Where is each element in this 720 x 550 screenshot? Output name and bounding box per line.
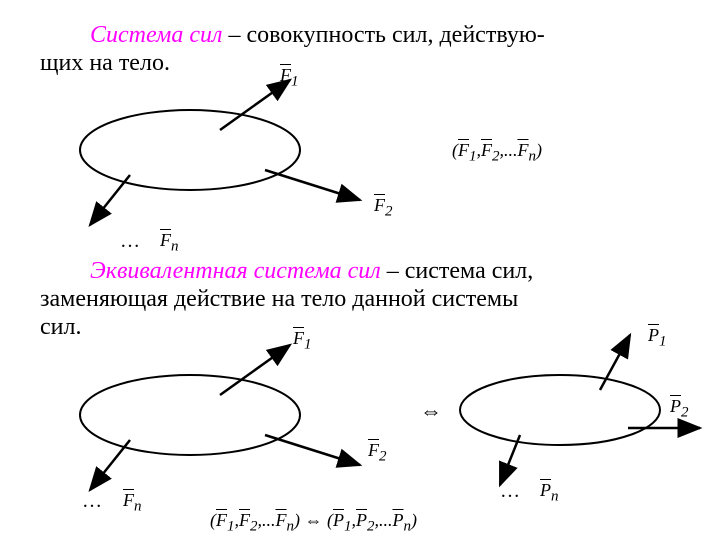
force-f2-arrow-2 (265, 435, 360, 465)
diagram1 (0, 0, 720, 250)
force-f2-arrow (265, 170, 360, 200)
body-ellipse-3 (460, 375, 660, 445)
force-pn-arrow (500, 435, 520, 485)
label-f1-d1: F1 (280, 65, 299, 91)
force-p1-arrow (600, 335, 630, 390)
para2-rest: – система сил, (381, 258, 533, 284)
para2-line1: Эквивалентная система сил – система сил, (90, 258, 533, 285)
label-fn-d1: Fn (160, 230, 179, 256)
label-f2-d1: F2 (374, 195, 393, 221)
label-p1: P1 (648, 325, 667, 351)
dots-d3: … (500, 480, 520, 503)
label-fn-d2: Fn (123, 490, 142, 516)
force-fn-arrow-2 (90, 440, 130, 490)
body-ellipse-1 (80, 110, 300, 190)
dots-d1: … (120, 230, 140, 253)
dots-d2: … (82, 490, 102, 513)
equiv-symbol: ⇔ (420, 398, 442, 424)
formula-equiv-tuples: (F1,F2,...Fn) ⇔ (P1,P2,...Pn) (210, 510, 417, 536)
force-f1-arrow-2 (220, 345, 290, 395)
term-ekvivalent: Эквивалентная система сил (90, 258, 381, 284)
label-pn: Pn (540, 480, 559, 506)
label-p2: P2 (670, 396, 689, 422)
label-f1-d2: F1 (293, 328, 312, 354)
label-f2-d2: F2 (368, 440, 387, 466)
formula-f-tuple-1: (F1,F2,...Fn) (452, 140, 542, 166)
force-fn-arrow (90, 175, 130, 225)
body-ellipse-2 (80, 375, 300, 455)
